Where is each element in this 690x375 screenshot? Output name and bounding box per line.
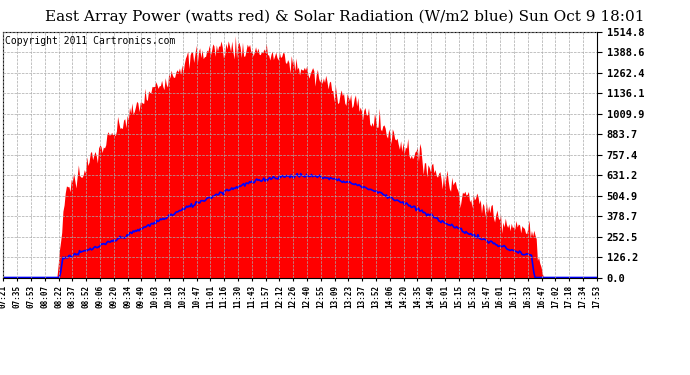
- Text: East Array Power (watts red) & Solar Radiation (W/m2 blue) Sun Oct 9 18:01: East Array Power (watts red) & Solar Rad…: [46, 9, 644, 24]
- Text: Copyright 2011 Cartronics.com: Copyright 2011 Cartronics.com: [5, 36, 175, 45]
